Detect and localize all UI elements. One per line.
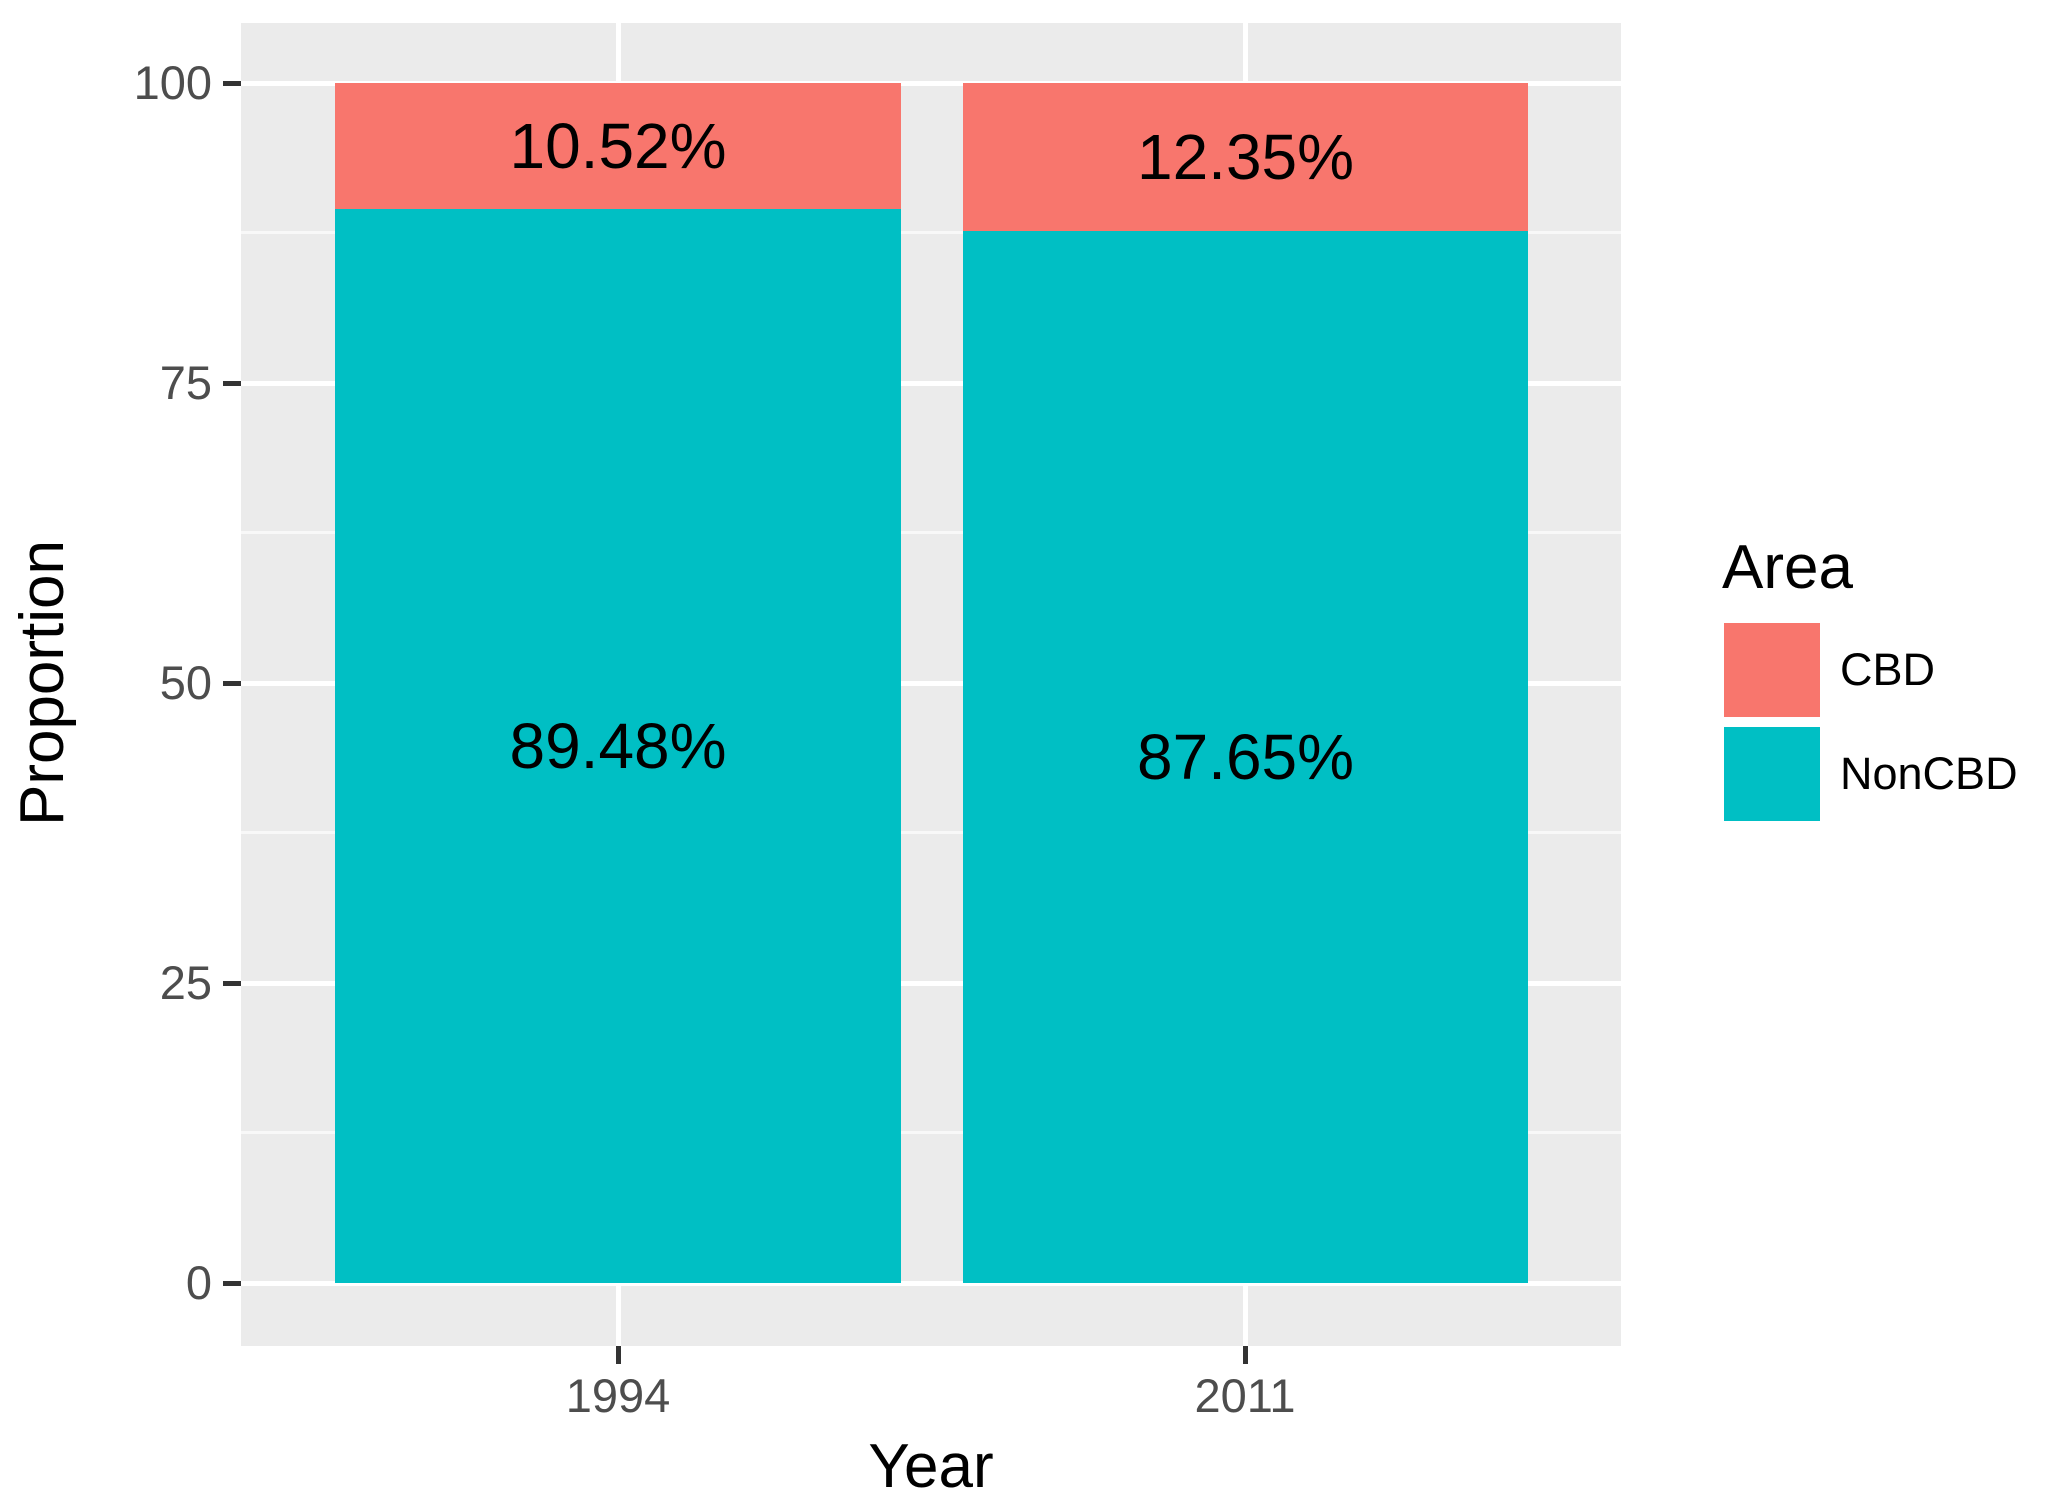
bar-1994-cbd-segment: 10.52% [335, 83, 901, 210]
bar-2011-noncbd-segment: 87.65% [963, 231, 1528, 1283]
gridline-minor-y [241, 831, 1621, 834]
legend-item-noncbd: NonCBD [1724, 727, 2018, 821]
legend-label-noncbd: NonCBD [1840, 748, 2018, 799]
x-tick-label-2011: 2011 [1194, 1369, 1296, 1422]
y-tick-mark [223, 981, 241, 986]
gridline-major-y-25 [241, 981, 1621, 986]
bar-label: 89.48% [509, 710, 727, 783]
bar-2011: 12.35% 87.65% [963, 83, 1528, 1283]
gridline-minor-y [241, 531, 1621, 534]
y-tick-mark [223, 1281, 241, 1286]
y-axis-title: Proportion [8, 539, 77, 827]
legend-label-cbd: CBD [1840, 644, 1936, 695]
gridline-major-y-75 [241, 381, 1621, 386]
bar-label: 10.52% [509, 110, 727, 183]
legend-swatch-noncbd [1724, 727, 1820, 821]
y-tick-mark [223, 81, 241, 86]
y-tick-label-50: 50 [159, 656, 212, 709]
x-tick-mark [616, 1346, 621, 1364]
legend-swatch-cbd [1724, 623, 1820, 717]
x-tick-mark [1243, 1346, 1248, 1364]
x-axis-title: Year [868, 1432, 994, 1501]
plot-panel: 10.52% 89.48% 12.35% 87.65% [241, 23, 1621, 1346]
bar-2011-cbd-segment: 12.35% [963, 83, 1528, 232]
gridline-major-y-0 [241, 1281, 1621, 1286]
bar-label: 87.65% [1136, 721, 1355, 794]
bar-1994-noncbd-segment: 89.48% [335, 209, 901, 1283]
bar-1994: 10.52% 89.48% [335, 83, 901, 1283]
y-tick-label-0: 0 [185, 1256, 212, 1309]
y-tick-mark [223, 381, 241, 386]
gridline-major-y-50 [241, 681, 1621, 686]
x-tick-label-1994: 1994 [565, 1369, 671, 1422]
y-tick-label-100: 100 [133, 56, 212, 109]
bar-label: 12.35% [1136, 121, 1355, 194]
y-tick-mark [223, 681, 241, 686]
legend-title: Area [1722, 533, 1853, 602]
gridline-minor-y [241, 231, 1621, 234]
gridline-major-y-100 [241, 81, 1621, 86]
y-tick-label-25: 25 [159, 956, 212, 1009]
legend-item-cbd: CBD [1724, 623, 1935, 717]
gridline-minor-y [241, 1131, 1621, 1134]
y-tick-label-75: 75 [159, 356, 212, 409]
